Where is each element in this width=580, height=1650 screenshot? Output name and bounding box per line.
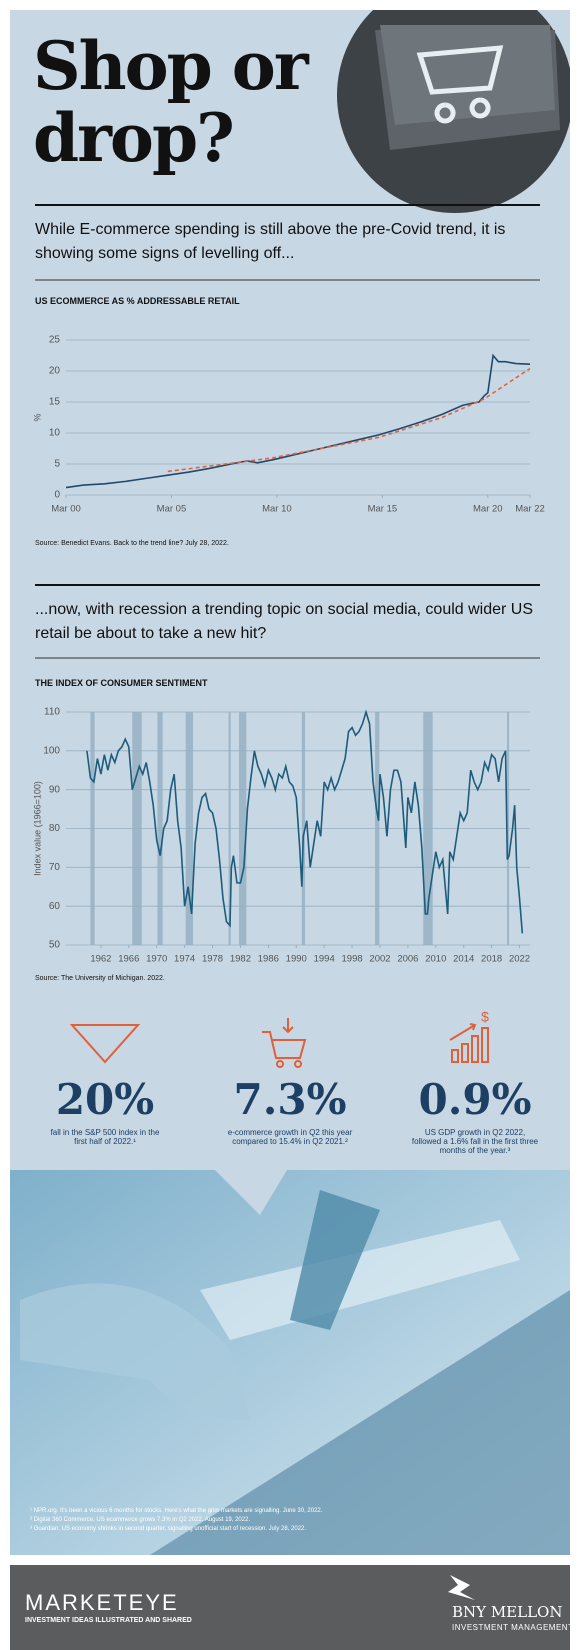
y-tick-label: 90 [49,784,61,795]
down-icon [69,1024,141,1064]
dollar-icon: $ [481,1009,489,1025]
y-tick-label: 10 [49,428,61,439]
chart-title: US ECOMMERCE AS % ADDRESSABLE RETAIL [35,296,240,306]
keyboard [150,1290,570,1555]
x-tick-label: 1966 [118,954,139,965]
hand [20,1283,250,1420]
y-tick-label: 5 [54,459,60,470]
photo-notch [10,1165,570,1215]
x-tick-label: Mar 20 [473,504,503,515]
y-tick-label: 50 [49,940,61,951]
x-tick-label: 1994 [314,954,335,965]
stat-text: e-commerce growth in Q2 this year compar… [227,1128,353,1146]
x-tick-label: Mar 05 [157,504,187,515]
stat-value: 20% [55,1075,155,1124]
y-axis-label: % [32,413,42,421]
intro-text: While E-commerce spending is still above… [35,221,506,262]
card [290,1190,380,1330]
chart-source: Source: The University of Michigan. 2022… [35,975,165,982]
stat-value: 0.9% [418,1075,532,1124]
x-tick-label: 2010 [425,954,446,965]
cart-icon [416,45,504,124]
page-title: Shop or drop? [33,27,309,177]
y-tick-label: 25 [49,335,61,346]
laptop-edge [200,1220,520,1340]
x-tick-label: 1990 [286,954,307,965]
x-tick-label: 1978 [202,954,223,965]
stat-text: fall in the S&P 500 index in the first h… [50,1128,160,1146]
y-tick-label: 15 [49,397,61,408]
y-tick-label: 110 [44,707,60,718]
footer-division: INVESTMENT MANAGEMENT [452,1623,574,1632]
x-tick-label: 2018 [481,954,502,965]
x-tick-label: 2022 [509,954,530,965]
x-tick-label: 1974 [174,954,195,965]
bridge-text: ...now, with recession a trending topic … [35,601,534,642]
y-tick-label: 60 [49,901,61,912]
footer-brand: MARKETEYE [25,1590,179,1615]
x-tick-label: 1970 [146,954,167,965]
footnote: ¹ NPR.org. It's been a vicious 6 months … [30,1508,323,1514]
footnote: ³ Guardian. US economy shrinks in second… [30,1526,307,1532]
x-tick-label: 1998 [342,954,363,965]
key-top [380,25,555,125]
x-tick-label: Mar 00 [51,504,81,515]
stat-text: US GDP growth in Q2 2022, followed a 1.6… [411,1128,539,1155]
chart-source: Source: Benedict Evans. Back to the tren… [35,540,229,547]
x-tick-label: 1962 [90,954,111,965]
series-line [86,709,524,934]
cart-icon [262,1018,307,1068]
y-tick-label: 80 [49,823,61,834]
y-tick-label: 70 [49,862,61,873]
stat-value: 7.3% [233,1075,347,1124]
x-tick-label: 2014 [453,954,474,965]
growth-icon [449,1023,489,1063]
y-axis-label: Index value (1966=100) [32,781,42,876]
bny-logo [448,1575,475,1600]
x-tick-label: 1982 [230,954,251,965]
y-tick-label: 20 [49,366,61,377]
footer-tagline: INVESTMENT IDEAS ILLUSTRATED AND SHARED [25,1617,192,1624]
y-tick-label: 100 [43,745,60,756]
x-tick-label: 1986 [258,954,279,965]
x-tick-label: 2002 [369,954,390,965]
series-line [167,367,531,473]
x-tick-label: 2006 [397,954,418,965]
x-tick-label: Mar 10 [262,504,292,515]
footer-bar [10,1565,570,1650]
y-tick-label: 0 [54,490,60,501]
chart-title: THE INDEX OF CONSUMER SENTIMENT [35,678,208,688]
footnote: ² Digital 360 Commerce. US ecommerce gro… [30,1517,251,1523]
x-tick-label: Mar 22 [515,504,545,515]
x-tick-label: Mar 15 [368,504,398,515]
footer-company: BNY MELLON [452,1603,563,1621]
